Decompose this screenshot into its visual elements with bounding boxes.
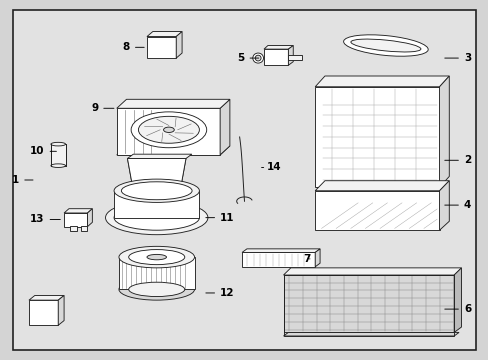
Polygon shape <box>117 146 229 155</box>
Ellipse shape <box>343 35 427 56</box>
Text: 10: 10 <box>30 146 56 156</box>
Ellipse shape <box>114 179 199 202</box>
Polygon shape <box>283 332 458 336</box>
Text: 3: 3 <box>444 53 470 63</box>
Polygon shape <box>147 32 182 37</box>
Polygon shape <box>315 87 439 187</box>
Polygon shape <box>242 249 320 252</box>
Text: 12: 12 <box>205 288 234 298</box>
Polygon shape <box>114 191 199 218</box>
Polygon shape <box>315 191 439 230</box>
Polygon shape <box>147 37 176 58</box>
Polygon shape <box>283 275 453 332</box>
Polygon shape <box>117 99 229 108</box>
Text: 11: 11 <box>205 213 234 222</box>
Polygon shape <box>283 268 461 275</box>
Polygon shape <box>315 249 320 267</box>
Ellipse shape <box>51 164 65 167</box>
Polygon shape <box>58 296 64 325</box>
Polygon shape <box>264 49 288 65</box>
Ellipse shape <box>252 53 263 63</box>
Ellipse shape <box>114 205 199 230</box>
Text: 4: 4 <box>444 200 470 210</box>
Polygon shape <box>242 252 315 267</box>
Polygon shape <box>70 226 77 231</box>
Text: 13: 13 <box>30 215 60 224</box>
Ellipse shape <box>128 249 184 265</box>
Ellipse shape <box>131 112 206 148</box>
Text: 9: 9 <box>91 103 114 113</box>
Polygon shape <box>64 213 87 226</box>
Ellipse shape <box>105 201 207 235</box>
Polygon shape <box>29 296 64 300</box>
Ellipse shape <box>51 142 65 146</box>
Polygon shape <box>453 268 461 332</box>
Polygon shape <box>81 226 87 231</box>
Polygon shape <box>127 158 185 191</box>
Text: 14: 14 <box>261 162 281 172</box>
Ellipse shape <box>119 279 194 300</box>
Polygon shape <box>51 144 65 166</box>
Text: 1: 1 <box>12 175 33 185</box>
Text: 7: 7 <box>303 254 310 264</box>
Polygon shape <box>29 300 58 325</box>
Polygon shape <box>315 181 448 191</box>
Polygon shape <box>176 32 182 58</box>
Ellipse shape <box>119 246 194 268</box>
Ellipse shape <box>350 39 420 52</box>
Polygon shape <box>288 45 293 65</box>
Ellipse shape <box>255 55 261 61</box>
Ellipse shape <box>147 255 166 260</box>
Polygon shape <box>119 257 194 289</box>
Ellipse shape <box>121 182 192 200</box>
Polygon shape <box>64 209 92 213</box>
Text: 5: 5 <box>237 53 258 63</box>
Text: 8: 8 <box>122 42 144 52</box>
Polygon shape <box>439 76 448 187</box>
Text: 2: 2 <box>444 155 470 165</box>
Polygon shape <box>264 45 293 49</box>
Polygon shape <box>117 108 220 155</box>
Polygon shape <box>288 55 302 60</box>
Text: 6: 6 <box>444 304 470 314</box>
Polygon shape <box>439 181 448 230</box>
Polygon shape <box>220 99 229 155</box>
Polygon shape <box>87 209 92 226</box>
Polygon shape <box>127 154 191 158</box>
Polygon shape <box>315 76 448 87</box>
Ellipse shape <box>163 127 174 132</box>
Ellipse shape <box>138 116 199 143</box>
Ellipse shape <box>128 282 184 297</box>
